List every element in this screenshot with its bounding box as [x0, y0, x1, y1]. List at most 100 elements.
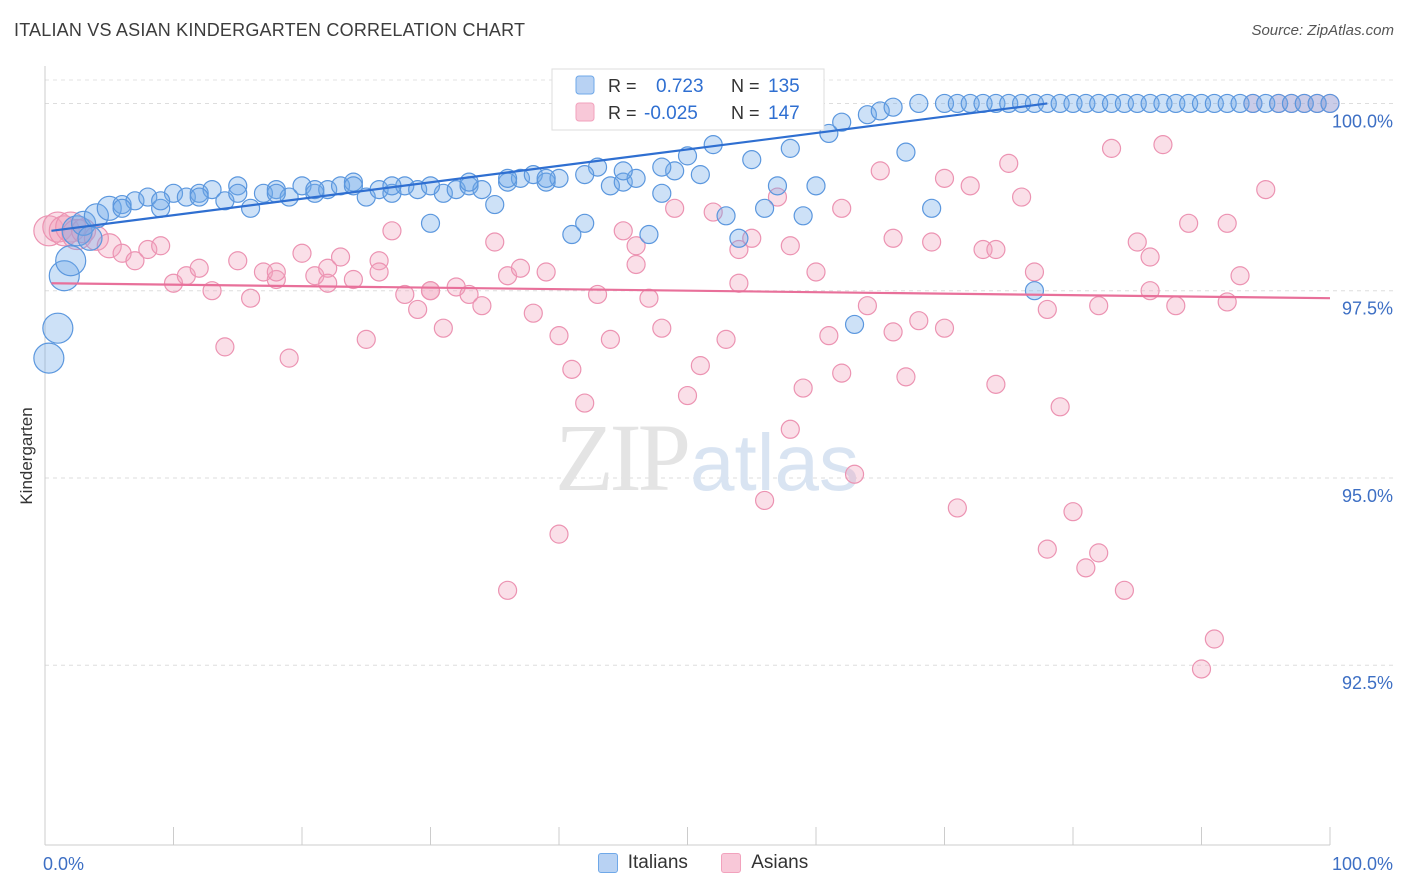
asians-point — [857, 296, 878, 316]
italians-point — [844, 314, 865, 335]
asians-point — [472, 296, 492, 316]
legend-item-asians[interactable]: Asians — [721, 852, 808, 874]
asians-point — [1153, 135, 1173, 155]
asians-point — [587, 284, 608, 305]
trend-line-italians — [51, 102, 1048, 232]
italians-point — [665, 161, 685, 181]
trend-lines — [51, 102, 1331, 300]
italians-point — [70, 210, 97, 236]
asians-point — [498, 580, 518, 600]
italians-point — [61, 215, 93, 247]
legend-label-asians: Asians — [751, 852, 809, 873]
asians-point — [922, 232, 942, 252]
legend-label-italians: Italians — [627, 852, 688, 873]
asians-point — [420, 281, 441, 301]
asians-point — [1114, 580, 1135, 600]
legend-n-label: N = — [731, 76, 760, 96]
asians-point — [600, 329, 621, 349]
asians-point — [1217, 292, 1237, 312]
asians-point — [613, 221, 633, 241]
y-tick-label: 92.5% — [1342, 673, 1393, 693]
italians-point — [562, 224, 582, 245]
asians-point — [665, 198, 685, 218]
italians-point — [767, 176, 788, 196]
asians-point — [96, 233, 122, 259]
asians-point — [433, 318, 453, 338]
asians-point — [780, 236, 800, 256]
italians-point — [575, 165, 595, 185]
asians-point — [883, 228, 903, 248]
legend-r-value: 0.723 — [656, 76, 704, 97]
y-tick-label: 95.0% — [1342, 486, 1393, 506]
asians-point — [652, 318, 672, 338]
asians-point — [986, 374, 1006, 394]
italians-point — [896, 142, 916, 162]
asians-point — [716, 329, 736, 349]
asians-point — [318, 273, 338, 293]
y-tick-label: 97.5% — [1342, 299, 1393, 319]
italians-point — [754, 198, 775, 218]
x-tick-label-right: 100.0% — [1332, 854, 1393, 874]
asians-point — [690, 356, 710, 376]
asians-point — [485, 232, 505, 252]
asians-point — [1037, 539, 1057, 559]
italians-point — [613, 161, 633, 181]
asians-point — [125, 251, 145, 271]
italians-point — [77, 225, 103, 251]
asians-point — [83, 225, 110, 251]
asians-point — [832, 363, 852, 383]
grid-lines — [45, 79, 1395, 666]
watermark-zip: ZIP — [555, 404, 688, 511]
asians-point — [1217, 213, 1237, 233]
asians-point — [510, 258, 531, 278]
asians-point — [793, 378, 813, 398]
asians-point — [780, 419, 800, 439]
legend-n-value: 135 — [768, 76, 800, 97]
legend-swatch-italians — [575, 75, 595, 95]
italians-point — [652, 183, 672, 203]
italians-point — [883, 97, 903, 117]
legend-item-italians[interactable]: Italians — [597, 852, 688, 874]
asians-point — [832, 198, 852, 218]
italians-point — [832, 112, 852, 132]
asians-point — [806, 262, 826, 282]
asians-point — [549, 326, 569, 346]
italians-point — [266, 183, 286, 203]
asians-point — [1101, 138, 1122, 158]
stats-legend-box: R = 0.723 N = 135 R = -0.025 N = 147 — [551, 68, 825, 131]
asians-point — [754, 490, 775, 511]
asians-point — [1191, 659, 1212, 679]
watermark-atlas: atlas — [690, 418, 859, 507]
bottom-legend: Italians Asians — [0, 852, 1406, 879]
asians-point — [819, 326, 839, 346]
italians-point — [716, 206, 736, 226]
asians-point — [639, 288, 659, 308]
asians-point — [228, 251, 248, 271]
italians-point — [1320, 93, 1340, 114]
italians-point — [420, 213, 441, 233]
asians-point — [369, 262, 389, 282]
asians-point — [1076, 558, 1096, 578]
italians-point — [677, 146, 698, 166]
italians-point — [652, 157, 672, 177]
asians-point — [999, 153, 1019, 173]
asians-point — [279, 348, 299, 368]
italians-point — [305, 179, 325, 200]
y-axis-label: Kindergarten — [17, 407, 36, 504]
asians-point — [896, 367, 916, 387]
italians-point — [806, 176, 826, 196]
legend-n-value: 147 — [768, 103, 800, 124]
asians-point — [1037, 299, 1057, 320]
asians-point — [1179, 213, 1199, 233]
italians-point — [138, 187, 158, 207]
asians-point — [1256, 179, 1276, 200]
asians-point — [626, 254, 646, 275]
asians-point — [909, 311, 929, 331]
italians-point — [55, 245, 87, 277]
italians-point — [780, 138, 800, 158]
legend-r-label: R = — [608, 103, 637, 123]
asians-point — [266, 269, 286, 290]
italians-point — [151, 191, 171, 211]
italians-point — [729, 228, 749, 248]
